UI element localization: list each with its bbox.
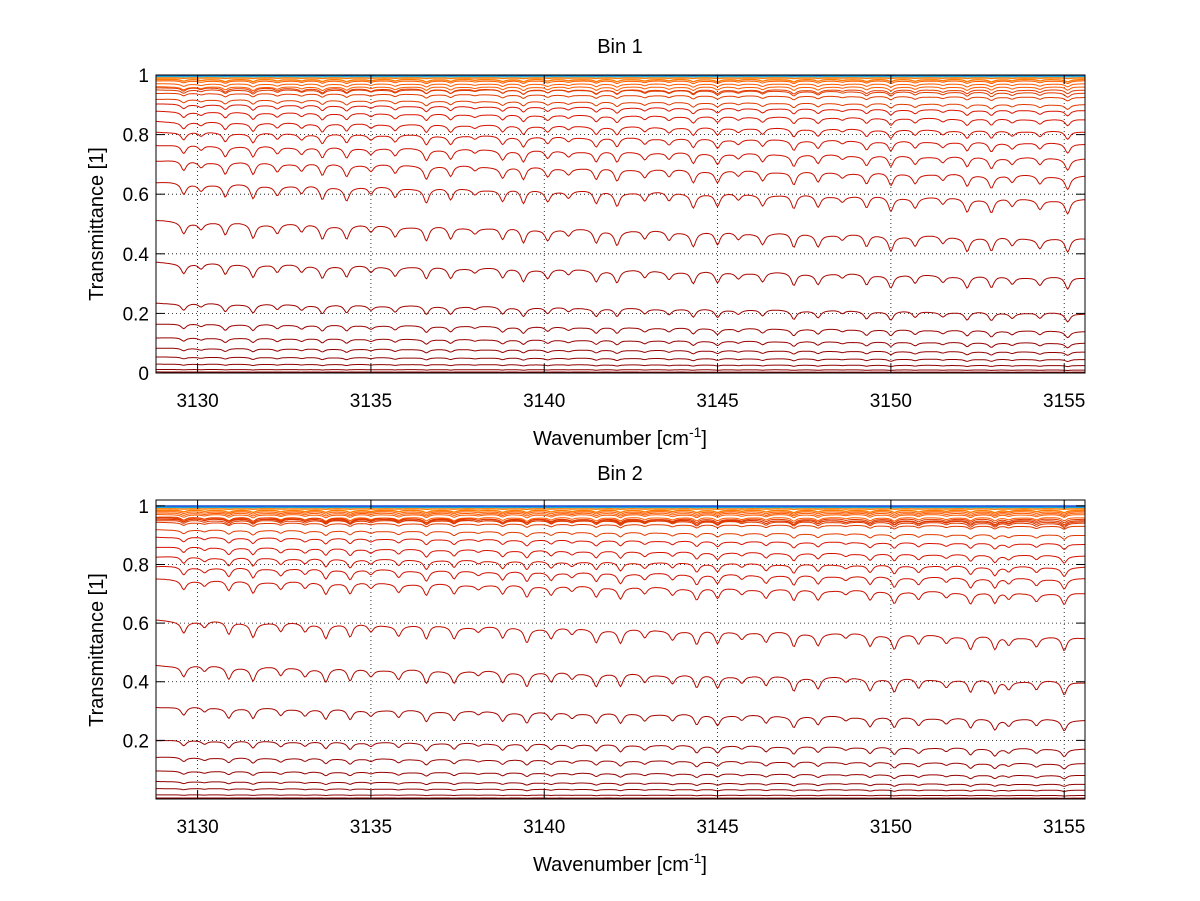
series-line: [156, 546, 1085, 564]
series-line: [156, 80, 1085, 85]
series-line: [156, 740, 1085, 758]
chart-title: Bin 1: [597, 36, 643, 58]
series-line: [156, 514, 1085, 519]
series-line: [156, 756, 1085, 770]
series-line: [156, 323, 1085, 339]
x-tick-label: 3135: [350, 817, 392, 838]
series-line: [156, 145, 1085, 172]
x-axis-label-superscript: -1: [689, 850, 702, 866]
series-line: [156, 512, 1085, 517]
series-line: [156, 556, 1085, 578]
x-axis-label: Wavenumber [cm-1]: [533, 850, 707, 876]
series-line: [156, 508, 1085, 511]
series-line: [156, 302, 1085, 323]
series-line: [156, 511, 1085, 515]
series-line: [156, 517, 1085, 529]
y-tick-label: 0: [138, 364, 149, 385]
series-line: [156, 103, 1085, 117]
series-line: [156, 86, 1085, 92]
series-line: [156, 83, 1085, 88]
series-line: [156, 261, 1085, 290]
series-line: [156, 516, 1085, 527]
series-line: [156, 220, 1085, 254]
series-line: [156, 566, 1085, 590]
x-tick-label: 3145: [696, 817, 738, 838]
series-line: [156, 794, 1085, 797]
x-tick-label: 3150: [870, 391, 912, 412]
series-line: [156, 781, 1085, 787]
y-tick-label: 0.6: [123, 185, 149, 206]
series-line: [156, 337, 1085, 349]
series-line: [156, 347, 1085, 356]
series-line: [156, 578, 1085, 606]
series-line: [156, 78, 1085, 83]
series-line: [156, 619, 1085, 652]
y-tick-label: 0.2: [123, 304, 149, 325]
x-axis-label: Wavenumber [cm-1]: [533, 424, 707, 450]
x-tick-label: 3150: [870, 817, 912, 838]
x-tick-label: 3130: [176, 391, 218, 412]
series-line: [156, 664, 1085, 696]
series-lines: [156, 505, 1085, 799]
chart-title: Bin 2: [597, 463, 643, 485]
series-line: [156, 182, 1085, 215]
series-line: [156, 110, 1085, 127]
x-tick-label: 3140: [523, 391, 565, 412]
series-line: [156, 369, 1085, 372]
y-tick-label: 1: [138, 66, 149, 87]
x-tick-label: 3140: [523, 817, 565, 838]
axis-ticks: 3130 3135 3140 3145 3150 3155 0 0.2 0.4 0.6 0.8 1: [123, 66, 1086, 412]
series-line: [156, 509, 1085, 514]
series-lines: [156, 75, 1085, 373]
y-tick-label: 0.2: [123, 731, 149, 752]
x-tick-label: 3155: [1043, 817, 1085, 838]
axis-ticks: 3130 3135 3140 3145 3150 3155 0.2 0.4 0.6 0.8 1: [123, 497, 1086, 838]
x-axis-label-suffix: ]: [701, 854, 707, 876]
x-axis-label-main: Wavenumber [cm: [533, 854, 689, 876]
y-tick-label: 0.8: [123, 555, 149, 576]
y-tick-label: 0.4: [123, 245, 150, 266]
x-tick-label: 3145: [696, 391, 738, 412]
x-axis-label-suffix: ]: [701, 428, 707, 450]
chart-panel-bin-2: 3130 3135 3140 3145 3150 3155 0.2 0.4 0.6 0.8 1 Bi…: [86, 463, 1086, 876]
series-line: [156, 87, 1085, 98]
series-line: [156, 770, 1085, 780]
x-tick-label: 3135: [350, 391, 392, 412]
series-line: [156, 98, 1085, 110]
y-tick-label: 0.8: [123, 126, 149, 147]
y-tick-label: 0.6: [123, 614, 149, 635]
x-axis-label-main: Wavenumber [cm: [533, 428, 689, 450]
axes-box: [155, 74, 1086, 374]
series-line: [156, 788, 1085, 793]
series-line: [156, 160, 1085, 191]
axes-box: [155, 499, 1086, 800]
x-tick-label: 3155: [1043, 391, 1085, 412]
y-tick-label: 1: [138, 497, 149, 518]
series-line: [156, 77, 1085, 80]
chart-panel-bin-1: 3130 3135 3140 3145 3150 3155 0 0.2 0.4 0.6 0.8 1 B…: [86, 36, 1086, 450]
series-line: [156, 521, 1085, 530]
series-line: [156, 120, 1085, 140]
series-line: [156, 529, 1085, 540]
series-line: [156, 92, 1085, 102]
series-line: [156, 707, 1085, 732]
y-axis-label: Transmittance [1]: [86, 147, 108, 301]
y-axis-label: Transmittance [1]: [86, 573, 108, 727]
series-line: [156, 536, 1085, 550]
series-line: [156, 363, 1085, 368]
series-line: [156, 356, 1085, 363]
x-axis-label-superscript: -1: [689, 424, 702, 440]
series-line: [156, 131, 1085, 154]
x-tick-label: 3130: [176, 817, 218, 838]
y-tick-label: 0.4: [123, 673, 150, 694]
